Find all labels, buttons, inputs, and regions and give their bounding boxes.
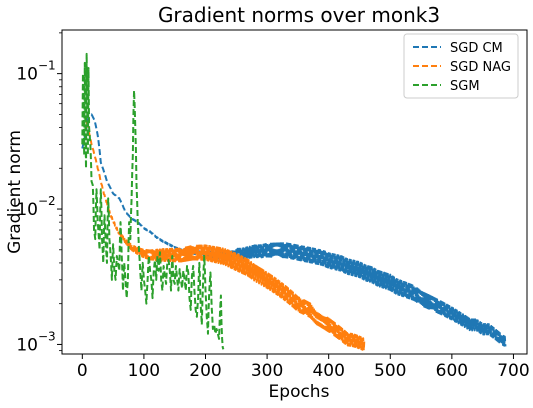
plot-lines <box>81 52 507 352</box>
y-axis-label: Gradient norm <box>5 130 25 254</box>
x-axis: 0 100 200 300 400 500 600 700 <box>77 354 530 381</box>
y-tick-exponent: −1 <box>38 59 56 73</box>
x-tick-label: 100 <box>128 361 160 381</box>
x-tick-label: 500 <box>374 361 406 381</box>
y-axis: 10−310−210−1 <box>16 32 62 355</box>
y-tick-label: 10 <box>16 335 38 355</box>
x-tick-label: 0 <box>77 361 88 381</box>
y-tick-base: 10 <box>16 335 38 355</box>
chart-title: Gradient norms over monk3 <box>158 3 440 27</box>
x-tick-label: 400 <box>312 361 344 381</box>
legend-label: SGD CM <box>450 41 503 56</box>
x-tick-label: 600 <box>436 361 468 381</box>
y-tick-label: 10 <box>16 200 38 220</box>
legend-label: SGD NAG <box>450 60 511 75</box>
legend: SGD CM SGD NAG SGM <box>403 33 519 99</box>
y-tick-label: 10 <box>16 65 38 85</box>
y-tick-exponent: −2 <box>38 194 56 208</box>
y-tick-exponent: −3 <box>38 329 56 343</box>
plot-area-frame <box>61 29 528 355</box>
series-line-sgd-nag <box>81 113 366 352</box>
x-axis-label: Epochs <box>269 382 330 402</box>
legend-frame <box>403 33 519 99</box>
series-line-sgm <box>81 52 225 350</box>
series-line-sgd-cm <box>81 113 507 347</box>
x-tick-label: 700 <box>497 361 529 381</box>
y-tick-base: 10 <box>16 65 38 85</box>
x-tick-label: 200 <box>189 361 221 381</box>
y-tick-base: 10 <box>16 200 38 220</box>
x-tick-label: 300 <box>251 361 283 381</box>
legend-label: SGM <box>450 79 480 94</box>
